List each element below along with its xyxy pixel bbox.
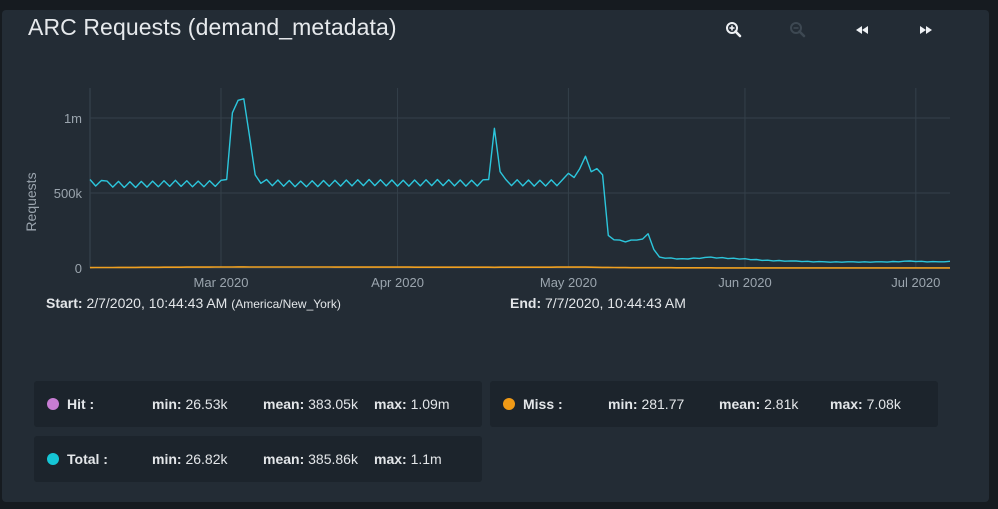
legend-max: max: 1.1m xyxy=(374,451,442,467)
legend-item-hit[interactable]: Hit : min: 26.53k mean: 383.05k max: 1.0… xyxy=(34,381,482,427)
range-end-label: End: xyxy=(510,295,542,311)
range-end-value: 7/7/2020, 10:44:43 AM xyxy=(545,295,686,311)
y-tick-label: 500k xyxy=(54,186,83,201)
range-start-label: Start: xyxy=(46,295,83,311)
legend-item-total[interactable]: Total : min: 26.82k mean: 385.86k max: 1… xyxy=(34,436,482,482)
panel-title: ARC Requests (demand_metadata) xyxy=(28,14,397,40)
chart-series xyxy=(89,98,951,269)
legend-min: min: 26.82k xyxy=(152,451,228,467)
range-end: End: 7/7/2020, 10:44:43 AM xyxy=(510,295,686,311)
legend-mean: mean: 385.86k xyxy=(263,451,358,467)
legend-max: max: 1.09m xyxy=(374,396,450,412)
chart-grid xyxy=(89,88,950,269)
legend-series-name: Total : xyxy=(67,451,108,467)
legend-max: max: 7.08k xyxy=(830,396,901,412)
legend-color-dot xyxy=(47,453,59,465)
zoom-out-icon xyxy=(790,22,806,38)
x-axis-ticks: Mar 2020 Apr 2020 May 2020 Jun 2020 Jul 2020 xyxy=(194,275,941,290)
fast-forward-icon xyxy=(920,26,932,34)
legend-color-dot xyxy=(503,398,515,410)
zoom-out-button[interactable] xyxy=(786,18,810,42)
series-line-miss xyxy=(89,266,950,269)
y-axis-ticks: 0 500k 1m xyxy=(54,111,83,276)
legend-min: min: 281.77 xyxy=(608,396,685,412)
x-tick-label: Jun 2020 xyxy=(718,275,772,290)
legend-item-miss[interactable]: Miss : min: 281.77 mean: 2.81k max: 7.08… xyxy=(490,381,938,427)
legend-mean: mean: 383.05k xyxy=(263,396,358,412)
legend-series-name: Miss : xyxy=(523,396,563,412)
rewind-icon xyxy=(856,26,868,34)
pan-right-button[interactable] xyxy=(914,18,938,42)
series-line-total xyxy=(89,98,951,263)
x-tick-label: Apr 2020 xyxy=(371,275,424,290)
y-axis-label: Requests xyxy=(23,172,39,231)
range-start-value: 2/7/2020, 10:44:43 AM xyxy=(86,295,228,311)
zoom-in-button[interactable] xyxy=(722,18,746,42)
y-tick-label: 1m xyxy=(64,111,82,126)
zoom-in-icon xyxy=(726,22,742,38)
x-tick-label: May 2020 xyxy=(540,275,597,290)
legend-mean: mean: 2.81k xyxy=(719,396,799,412)
legend-color-dot xyxy=(47,398,59,410)
range-start: Start: 2/7/2020, 10:44:43 AM (America/Ne… xyxy=(46,295,341,311)
x-tick-label: Mar 2020 xyxy=(194,275,249,290)
range-start-timezone: (America/New_York) xyxy=(231,297,341,311)
y-tick-label: 0 xyxy=(75,261,82,276)
x-tick-label: Jul 2020 xyxy=(891,275,940,290)
pan-left-button[interactable] xyxy=(850,18,874,42)
legend-series-name: Hit : xyxy=(67,396,95,412)
legend-min: min: 26.53k xyxy=(152,396,228,412)
line-chart[interactable]: 0 500k 1m Mar 2020 Apr 2020 May 2020 Jun 2020… xyxy=(0,0,998,300)
